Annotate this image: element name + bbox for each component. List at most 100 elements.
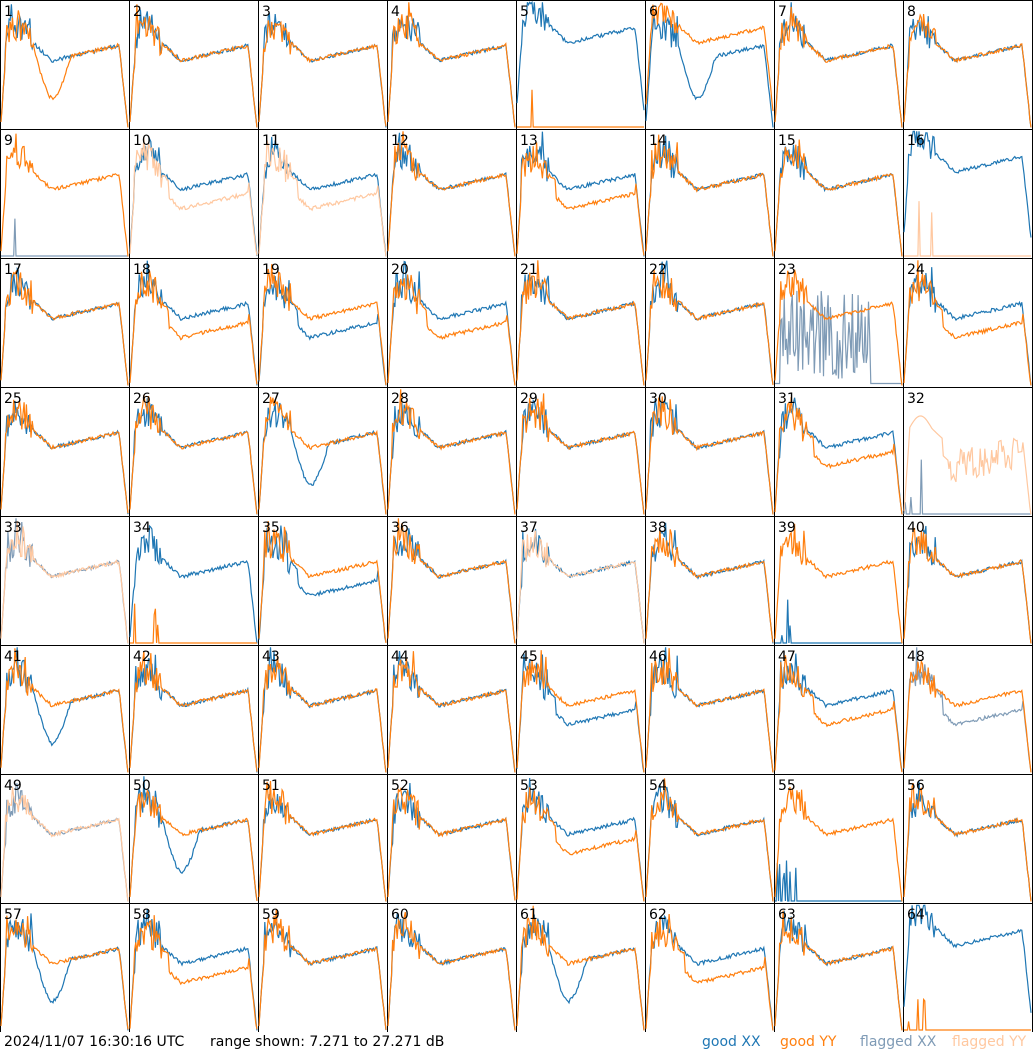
tile-number: 24	[907, 262, 925, 278]
series-yy-line	[129, 4, 258, 128]
series-yy-line	[903, 13, 1032, 128]
tile-number: 49	[4, 778, 22, 794]
series-yy-line	[516, 650, 645, 773]
tile-19: 19	[258, 258, 388, 388]
series-yy-line	[774, 139, 903, 257]
series-xx-line	[775, 599, 902, 644]
series-yy-line	[904, 997, 1031, 1031]
tile-60: 60	[387, 903, 517, 1032]
tile-number: 13	[520, 133, 538, 149]
tile-number: 18	[133, 262, 151, 278]
series-yy-line	[0, 520, 129, 644]
tile-2: 2	[129, 0, 259, 130]
series-yy-line	[129, 651, 258, 772]
tile-10: 10	[129, 129, 259, 259]
tile-number: 17	[4, 262, 22, 278]
series-xx-line	[774, 653, 903, 772]
series-yy-line	[903, 527, 1032, 644]
tile-number: 3	[262, 4, 271, 20]
tile-number: 19	[262, 262, 280, 278]
tile-6: 6	[645, 0, 775, 130]
tile-59: 59	[258, 903, 388, 1032]
tile-number: 38	[649, 520, 667, 536]
tile-number: 34	[133, 520, 151, 536]
tile-9: 9	[0, 129, 130, 259]
tile-number: 57	[4, 907, 22, 923]
tile-17: 17	[0, 258, 130, 388]
tile-1: 1	[0, 0, 130, 130]
series-yy-line	[258, 140, 387, 257]
series-xx-line	[387, 132, 516, 256]
tile-frame	[903, 129, 1033, 259]
tile-63: 63	[774, 903, 904, 1032]
series-yy-line	[516, 787, 645, 902]
series-yy-line	[645, 529, 774, 643]
tile-32: 32	[903, 387, 1033, 517]
series-yy-line	[387, 787, 516, 901]
tile-number: 50	[133, 778, 151, 794]
tile-45: 45	[516, 645, 646, 775]
tile-3: 3	[258, 0, 388, 130]
tile-frame	[645, 129, 775, 259]
series-xx-line	[775, 860, 902, 902]
tile-number: 7	[778, 4, 787, 20]
tile-number: 33	[4, 520, 22, 536]
tile-number: 40	[907, 520, 925, 536]
tile-46: 46	[645, 645, 775, 775]
tile-52: 52	[387, 774, 517, 904]
series-yy-line	[516, 393, 645, 515]
series-yy-line	[387, 651, 516, 773]
series-yy-line	[645, 778, 774, 902]
series-yy-line	[0, 648, 129, 773]
tile-12: 12	[387, 129, 517, 259]
series-yy-line	[0, 399, 129, 514]
timestamp: 2024/11/07 16:30:16 UTC	[4, 1034, 185, 1050]
tile-number: 10	[133, 133, 151, 149]
tile-37: 37	[516, 516, 646, 646]
tile-number: 46	[649, 649, 667, 665]
series-yy-line	[774, 910, 903, 1031]
footer-bar: 2024/11/07 16:30:16 UTC range shown: 7.2…	[0, 1032, 1033, 1053]
tile-50: 50	[129, 774, 259, 904]
series-yy-line	[0, 915, 129, 1030]
tile-number: 16	[907, 133, 925, 149]
tile-frame	[387, 516, 517, 646]
tile-number: 64	[907, 907, 925, 923]
series-yy-line	[387, 2, 516, 128]
series-xx-line	[258, 525, 387, 643]
tile-number: 9	[4, 133, 13, 149]
tile-number: 58	[133, 907, 151, 923]
tile-49: 49	[0, 774, 130, 904]
series-yy-line	[645, 648, 774, 773]
series-yy-line	[387, 911, 516, 1031]
tile-8: 8	[903, 0, 1033, 130]
tile-number: 27	[262, 391, 280, 407]
tile-57: 57	[0, 903, 130, 1032]
series-yy-line	[0, 10, 129, 128]
tile-64: 64	[903, 903, 1033, 1032]
tile-number: 47	[778, 649, 796, 665]
tile-29: 29	[516, 387, 646, 517]
series-xx-line	[903, 130, 1032, 238]
tile-number: 23	[778, 262, 796, 278]
series-xx-line	[516, 914, 645, 1031]
tile-58: 58	[129, 903, 259, 1032]
tile-number: 37	[520, 520, 538, 536]
tile-11: 11	[258, 129, 388, 259]
tile-36: 36	[387, 516, 517, 646]
tile-51: 51	[258, 774, 388, 904]
series-xx-line	[129, 137, 258, 257]
tile-number: 53	[520, 778, 538, 794]
tile-15: 15	[774, 129, 904, 259]
tile-56: 56	[903, 774, 1033, 904]
series-yy-line	[645, 269, 774, 386]
legend-good-yy: good YY	[780, 1034, 837, 1050]
tile-number: 14	[649, 133, 667, 149]
series-xx-line	[516, 777, 645, 902]
tile-23: 23	[774, 258, 904, 388]
series-yy-line	[903, 415, 1032, 515]
series-yy-line	[774, 396, 903, 515]
tile-number: 55	[778, 778, 796, 794]
tile-frame	[774, 516, 904, 646]
tile-number: 1	[4, 4, 13, 20]
